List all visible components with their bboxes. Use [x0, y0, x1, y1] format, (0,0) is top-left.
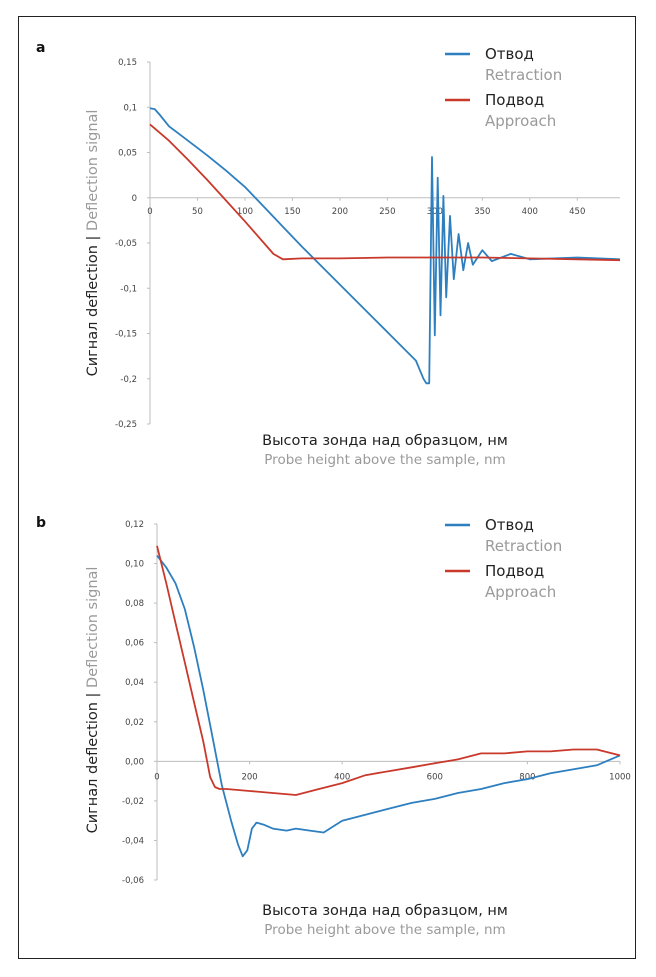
- y-axis-title-en: Deflection signal: [85, 110, 101, 231]
- legend-label: Подвод: [485, 91, 544, 109]
- x-axis-title-en: Probe height above the sample, nm: [264, 922, 505, 938]
- y-tick-label: -0,04: [122, 836, 144, 846]
- y-axis-title-sep: |: [85, 688, 101, 702]
- x-tick-label: 400: [522, 207, 538, 217]
- y-tick-label: 0: [132, 194, 137, 204]
- y-tick-label: -0,15: [115, 330, 137, 340]
- y-axis-title: Сигнал deflection | Deflection signal: [85, 110, 101, 377]
- series-line-approach: [149, 123, 621, 262]
- legend-label: Подвод: [485, 562, 544, 580]
- x-tick-label: 600: [427, 772, 443, 782]
- x-tick-label: 1000: [609, 772, 631, 782]
- y-tick-label: 0,12: [125, 520, 144, 530]
- x-tick-label: 250: [379, 207, 395, 217]
- y-tick-label: 0,02: [125, 718, 144, 728]
- y-axis-title-sep: |: [85, 231, 101, 245]
- y-tick-label: 0,06: [125, 639, 144, 649]
- y-tick-label: -0,05: [115, 239, 137, 249]
- y-axis-title-ru: Сигнал deflection: [85, 245, 101, 376]
- y-tick-label: -0,2: [120, 375, 137, 385]
- legend-label-en: Approach: [485, 112, 556, 130]
- chart-panel-b: b 0,12 0,10 0,08 0,06 0,04 0,02 0,00 -0,02 -0,04 -…: [36, 515, 631, 938]
- x-tick-label: 450: [569, 207, 585, 217]
- x-tick-label: 150: [284, 207, 300, 217]
- legend-label-en: Retraction: [485, 66, 562, 84]
- y-tick-label: 0,05: [118, 149, 137, 159]
- y-tick-label: 0,15: [118, 58, 137, 68]
- x-axis-title: Высота зонда над образцом, нм: [262, 433, 508, 449]
- x-tick-label: 300: [427, 207, 443, 217]
- series-line-retraction: [149, 107, 621, 385]
- y-axis-title-en: Deflection signal: [85, 567, 101, 688]
- x-tick-label: 100: [237, 207, 253, 217]
- x-tick-label: 800: [519, 772, 535, 782]
- y-tick-label: 0,1: [123, 103, 137, 113]
- x-tick-label: 50: [192, 207, 203, 217]
- legend-label-en: Retraction: [485, 537, 562, 555]
- x-tick-label: 0: [154, 772, 159, 782]
- x-axis-title: Высота зонда над образцом, нм: [262, 903, 508, 919]
- legend-label: Отвод: [485, 45, 534, 63]
- figure-frame: [18, 16, 636, 959]
- legend-label-en: Approach: [485, 583, 556, 601]
- x-tick-label: 200: [241, 772, 257, 782]
- y-axis-title: Сигнал deflection | Deflection signal: [85, 567, 101, 834]
- y-tick-label: 0,04: [125, 678, 144, 688]
- y-tick-label: -0,1: [120, 284, 137, 294]
- x-tick-label: 0: [147, 207, 152, 217]
- y-tick-label: -0,06: [122, 876, 144, 886]
- legend-label: Отвод: [485, 516, 534, 534]
- y-tick-label: -0,02: [122, 797, 144, 807]
- panel-letter: b: [36, 515, 46, 531]
- y-tick-label: 0,08: [125, 599, 144, 609]
- y-tick-label: 0,10: [125, 560, 144, 570]
- x-tick-label: 400: [334, 772, 350, 782]
- panel-letter: a: [36, 40, 45, 56]
- series-line-approach: [156, 545, 621, 796]
- x-tick-label: 200: [332, 207, 348, 217]
- y-tick-label: 0,00: [125, 757, 144, 767]
- y-tick-label: -0,25: [115, 420, 137, 430]
- chart-panel-a: a 0,15 0,1 0,05 0 -0,05 -0,1 -0,15 -0,2 -0,25 0 50 1…: [36, 40, 621, 468]
- x-axis-title-en: Probe height above the sample, nm: [264, 452, 505, 468]
- series-line-retraction: [156, 555, 621, 858]
- x-tick-label: 350: [474, 207, 490, 217]
- y-axis-title-ru: Сигнал deflection: [85, 702, 101, 833]
